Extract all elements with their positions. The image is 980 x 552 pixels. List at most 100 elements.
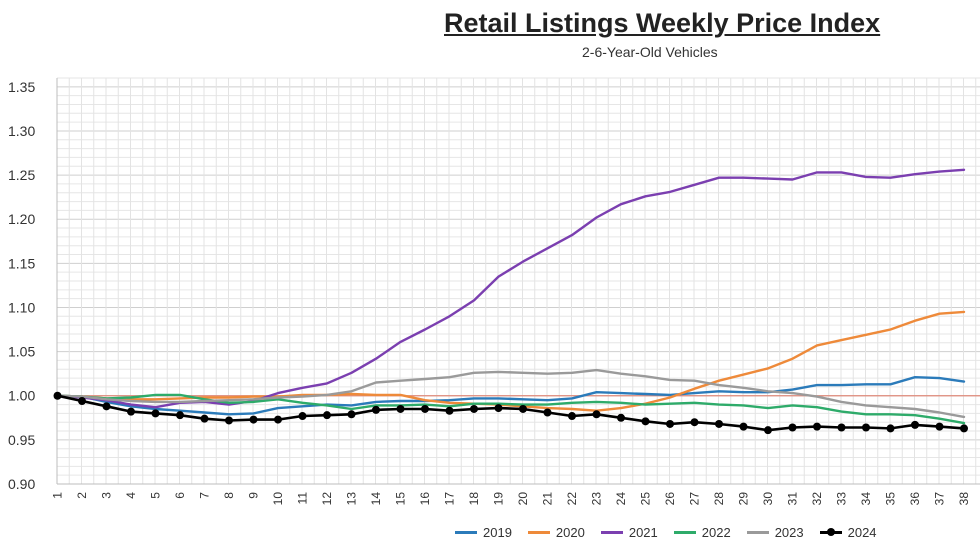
x-tick-label: 37 <box>933 492 947 506</box>
x-tick-label: 34 <box>859 492 873 506</box>
grid-lines <box>56 77 980 485</box>
data-point-2024 <box>960 424 968 433</box>
x-tick-label: 8 <box>222 492 236 499</box>
data-point-2024 <box>690 418 699 427</box>
x-tick-label: 22 <box>565 492 579 506</box>
data-point-2024 <box>200 414 209 423</box>
y-tick-label: 0.95 <box>8 432 35 448</box>
y-tick-label: 1.00 <box>8 388 35 404</box>
data-point-2024 <box>543 408 552 417</box>
data-point-2024 <box>249 415 258 424</box>
data-point-2024 <box>519 404 527 413</box>
x-tick-label: 2 <box>75 492 89 499</box>
data-point-2024 <box>788 423 797 432</box>
series-line-2021 <box>56 168 966 409</box>
data-point-2024 <box>813 422 821 431</box>
data-point-2024 <box>641 417 650 426</box>
data-point-2024 <box>739 422 748 431</box>
data-point-2024 <box>886 424 895 433</box>
data-point-2024 <box>225 416 233 425</box>
y-tick-label: 1.20 <box>8 211 35 227</box>
x-tick-label: 29 <box>737 492 751 506</box>
legend-label: 2022 <box>701 525 731 540</box>
series-markers <box>53 391 968 435</box>
data-point-2024 <box>127 407 135 416</box>
x-tick-label: 26 <box>663 492 677 506</box>
legend-swatch <box>819 528 842 536</box>
x-tick-label: 31 <box>786 492 800 506</box>
x-tick-label: 3 <box>100 492 114 499</box>
data-point-2024 <box>78 397 86 406</box>
y-tick-label: 1.10 <box>8 299 35 315</box>
legend-item-2019: 2019 <box>455 525 512 540</box>
x-tick-label: 33 <box>835 492 849 506</box>
data-point-2024 <box>421 404 429 413</box>
x-tick-label: 13 <box>345 492 359 506</box>
x-tick-label: 20 <box>516 492 530 506</box>
data-point-2024 <box>666 419 674 428</box>
x-tick-label: 12 <box>320 492 334 506</box>
legend-label: 2023 <box>774 525 804 540</box>
data-point-2024 <box>323 411 331 420</box>
x-tick-label: 16 <box>418 492 432 506</box>
x-tick-label: 5 <box>149 492 163 499</box>
legend-item-2023: 2023 <box>746 525 804 540</box>
x-tick-label: 24 <box>614 492 628 506</box>
data-point-2024 <box>372 405 380 414</box>
x-tick-label: 7 <box>198 492 212 499</box>
x-tick-label: 9 <box>247 492 261 499</box>
data-point-2024 <box>445 406 454 415</box>
data-point-2024 <box>911 420 919 429</box>
data-point-2024 <box>592 410 601 419</box>
x-tick-label: 4 <box>124 492 138 499</box>
legend-swatch <box>746 531 769 534</box>
legend-label: 2019 <box>483 525 512 540</box>
data-point-2024 <box>617 413 625 422</box>
legend-marker <box>826 528 835 536</box>
x-tick-label: 23 <box>590 492 604 506</box>
data-point-2024 <box>862 423 870 432</box>
x-tick-label: 30 <box>761 492 775 506</box>
x-tick-label: 28 <box>712 492 726 506</box>
x-axis-ticks: 1 2 3 4 5 6 7 8 9 10 11 12 13 14 15 16 17 18 19 20 21 22 23 24 2… <box>51 492 972 506</box>
data-point-2024 <box>764 426 772 435</box>
x-tick-label: 38 <box>957 492 971 506</box>
legend-swatch <box>527 531 550 534</box>
legend-item-2021: 2021 <box>600 525 658 540</box>
series-line-2024 <box>56 394 966 432</box>
x-tick-label: 18 <box>467 492 481 506</box>
legend-label: 2024 <box>847 525 877 540</box>
series-lines <box>56 168 966 432</box>
chart-subtitle: 2-6-Year-Old Vehicles <box>582 44 718 60</box>
x-tick-label: 17 <box>443 492 457 506</box>
legend-swatch <box>673 531 696 534</box>
x-tick-label: 6 <box>173 492 187 499</box>
data-point-2024 <box>837 423 846 432</box>
y-tick-label: 1.35 <box>8 79 35 95</box>
series-line-2023 <box>56 368 966 419</box>
data-point-2024 <box>53 391 62 400</box>
data-point-2024 <box>176 411 184 420</box>
y-tick-label: 0.90 <box>8 476 35 492</box>
series-line-2020 <box>56 310 966 412</box>
chart-title: Retail Listings Weekly Price Index <box>444 8 881 38</box>
x-tick-label: 32 <box>810 492 824 506</box>
x-tick-label: 36 <box>908 492 922 506</box>
data-point-2024 <box>347 410 356 419</box>
x-tick-label: 15 <box>394 492 408 506</box>
data-point-2024 <box>151 409 160 418</box>
data-point-2024 <box>298 412 307 421</box>
y-axis-ticks: 0.90 0.95 1.00 1.05 1.10 1.15 1.20 1.25 1.30 1.35 <box>8 79 35 492</box>
y-tick-label: 1.30 <box>8 123 35 139</box>
data-point-2024 <box>102 402 111 411</box>
legend: 2019 2020 2021 2022 2023 2024 <box>455 525 877 540</box>
x-tick-label: 35 <box>884 492 898 506</box>
legend-item-2024: 2024 <box>819 525 877 540</box>
data-point-2024 <box>935 422 944 431</box>
legend-item-2022: 2022 <box>673 525 731 540</box>
legend-label: 2020 <box>555 525 585 540</box>
y-tick-label: 1.25 <box>8 167 35 183</box>
data-point-2024 <box>494 404 503 413</box>
data-point-2024 <box>568 412 576 421</box>
